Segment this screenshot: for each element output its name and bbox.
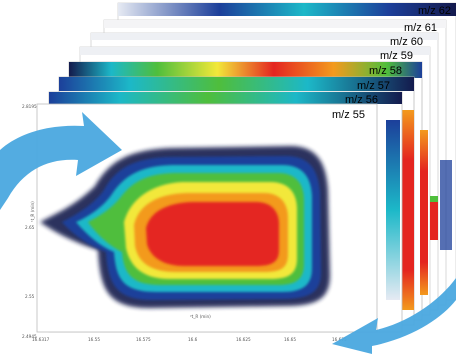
- front-heatmap: [40, 146, 330, 308]
- y-tick-2: 2.55: [25, 294, 35, 299]
- sheet-mz-57-strip: [59, 77, 414, 91]
- sheet-mz-56-strip: [49, 92, 402, 104]
- sheet-mz-58-edge: [420, 130, 428, 295]
- front-plot: 2.8195 2.65 2.55 2.4945 ¹t_R (min) 16.63…: [22, 103, 378, 342]
- y-tick-0: 2.8195: [22, 104, 37, 109]
- mz-label-58: m/z 58: [369, 65, 403, 77]
- x-tick-5: 16.65: [284, 337, 296, 342]
- sheet-mz-58-strip: [69, 62, 422, 78]
- x-tick-3: 16.6: [188, 337, 198, 342]
- y-tick-1: 2.65: [25, 225, 35, 230]
- x-axis-label: ²t_R (min): [190, 314, 211, 319]
- bottom-right-curved-arrow: [332, 278, 456, 354]
- sheet-mz-61-strip: [104, 20, 446, 28]
- mz-label-59: m/z 59: [380, 50, 414, 62]
- x-tick-2: 16.575: [136, 337, 151, 342]
- y-tick-3: 2.4945: [22, 334, 37, 339]
- mz-label-61: m/z 61: [404, 22, 438, 34]
- mz-label-57: m/z 57: [357, 80, 391, 92]
- mz-label-55: m/z 55: [332, 109, 366, 121]
- mz-label-62: m/z 62: [418, 5, 452, 17]
- edge-fragment-blue: [440, 160, 452, 250]
- x-tick-6: 16.675: [332, 337, 347, 342]
- y-axis-label: ¹t_R (min): [30, 201, 35, 222]
- left-curved-arrow: [0, 112, 122, 210]
- mz-label-60: m/z 60: [390, 36, 424, 48]
- edge-fragment-green: [430, 196, 438, 202]
- x-tick-0: 16.6317: [32, 337, 50, 342]
- sheet-mz-56-edge: [386, 120, 400, 300]
- mz-label-56: m/z 56: [345, 94, 379, 106]
- sheet-mz-60-strip: [91, 33, 438, 40]
- sheet-mz-62-strip: [118, 3, 456, 16]
- sheet-mz-59-strip: [80, 47, 430, 55]
- x-tick-1: 16.55: [88, 337, 100, 342]
- edge-fragment-red: [430, 198, 438, 240]
- x-tick-4: 16.625: [236, 337, 251, 342]
- sheet-mz-57-edge: [400, 110, 414, 310]
